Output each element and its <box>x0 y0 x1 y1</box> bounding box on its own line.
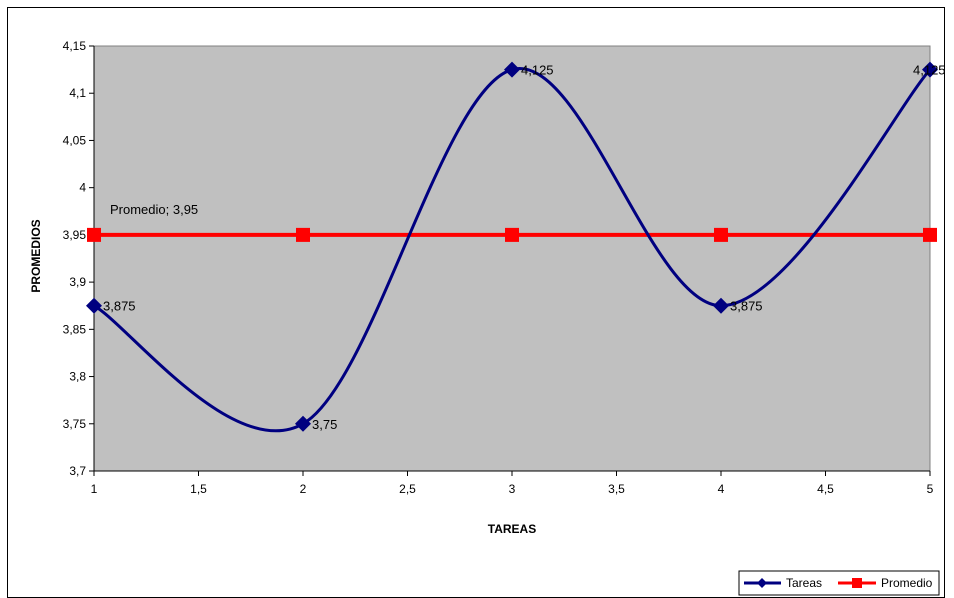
legend-label-promedio: Promedio <box>881 576 933 590</box>
promedio-marker <box>296 227 310 242</box>
y-tick-label: 4,15 <box>63 39 87 53</box>
legend-marker-promedio <box>852 578 862 588</box>
y-tick-label: 3,75 <box>63 417 87 431</box>
y-tick-label: 3,85 <box>63 322 87 336</box>
tareas-marker <box>922 61 938 78</box>
x-tick-labels: 1 1,5 2 2,5 3 3,5 4 4,5 5 <box>91 471 934 496</box>
promedio-marker <box>505 227 519 242</box>
legend-marker-tareas <box>757 578 767 588</box>
x-tick-label: 5 <box>927 482 934 496</box>
y-tick-label: 3,8 <box>69 370 86 384</box>
y-tick-label: 3,7 <box>69 464 86 478</box>
tareas-marker <box>295 415 311 432</box>
x-tick-label: 4 <box>718 482 725 496</box>
promedio-marker <box>923 227 937 242</box>
y-tick-label: 4 <box>79 181 86 195</box>
y-tick-label: 4,1 <box>69 86 86 100</box>
promedio-annotation: Promedio; 3,95 <box>110 202 198 217</box>
x-tick-label: 2,5 <box>399 482 416 496</box>
y-axis-title: PROMEDIOS <box>29 219 43 292</box>
x-tick-label: 2 <box>300 482 307 496</box>
x-axis-title: TAREAS <box>488 522 536 536</box>
y-tick-label: 3,9 <box>69 275 86 289</box>
tareas-marker <box>86 297 102 314</box>
y-tick-labels: 3,7 3,75 3,8 3,85 3,9 3,95 4 4,05 4,1 4,15 <box>63 39 94 478</box>
y-tick-label: 3,95 <box>63 228 87 242</box>
x-tick-label: 1 <box>91 482 98 496</box>
x-tick-label: 3,5 <box>608 482 625 496</box>
tareas-marker <box>713 297 729 314</box>
tareas-data-label: 3,75 <box>312 417 337 432</box>
promedio-marker <box>87 227 101 242</box>
tareas-data-label: 3,875 <box>103 299 136 314</box>
x-tick-label: 3 <box>509 482 516 496</box>
promedio-marker <box>714 227 728 242</box>
x-tick-label: 1,5 <box>190 482 207 496</box>
legend: Tareas Promedio <box>738 570 940 596</box>
tareas-data-label: 4,125 <box>913 63 946 78</box>
tareas-data-label: 3,875 <box>730 299 763 314</box>
tareas-marker <box>504 61 520 78</box>
data-labels: 3,875 3,75 4,125 3,875 4,125 Promedio; 3,95 <box>103 63 946 432</box>
series-layer <box>86 61 938 433</box>
x-tick-label: 4,5 <box>817 482 834 496</box>
plot-area <box>93 45 931 472</box>
tareas-data-label: 4,125 <box>521 63 554 78</box>
legend-label-tareas: Tareas <box>786 576 822 590</box>
y-tick-label: 4,05 <box>63 133 87 147</box>
